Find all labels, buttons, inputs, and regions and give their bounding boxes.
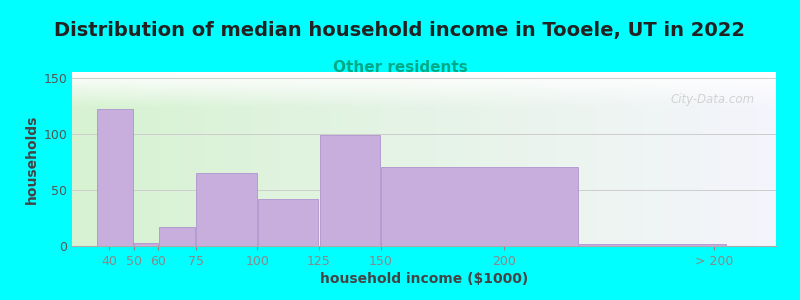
Bar xyxy=(134,243,158,246)
Bar xyxy=(320,135,380,246)
Bar xyxy=(382,167,578,246)
Text: City-Data.com: City-Data.com xyxy=(670,93,755,106)
Bar xyxy=(196,173,257,246)
Bar xyxy=(579,244,726,246)
Bar xyxy=(159,227,195,246)
Text: Distribution of median household income in Tooele, UT in 2022: Distribution of median household income … xyxy=(54,21,746,40)
Bar xyxy=(258,199,318,246)
X-axis label: household income ($1000): household income ($1000) xyxy=(320,272,528,286)
Text: Other residents: Other residents xyxy=(333,60,467,75)
Y-axis label: households: households xyxy=(25,114,39,204)
Bar xyxy=(98,109,133,246)
